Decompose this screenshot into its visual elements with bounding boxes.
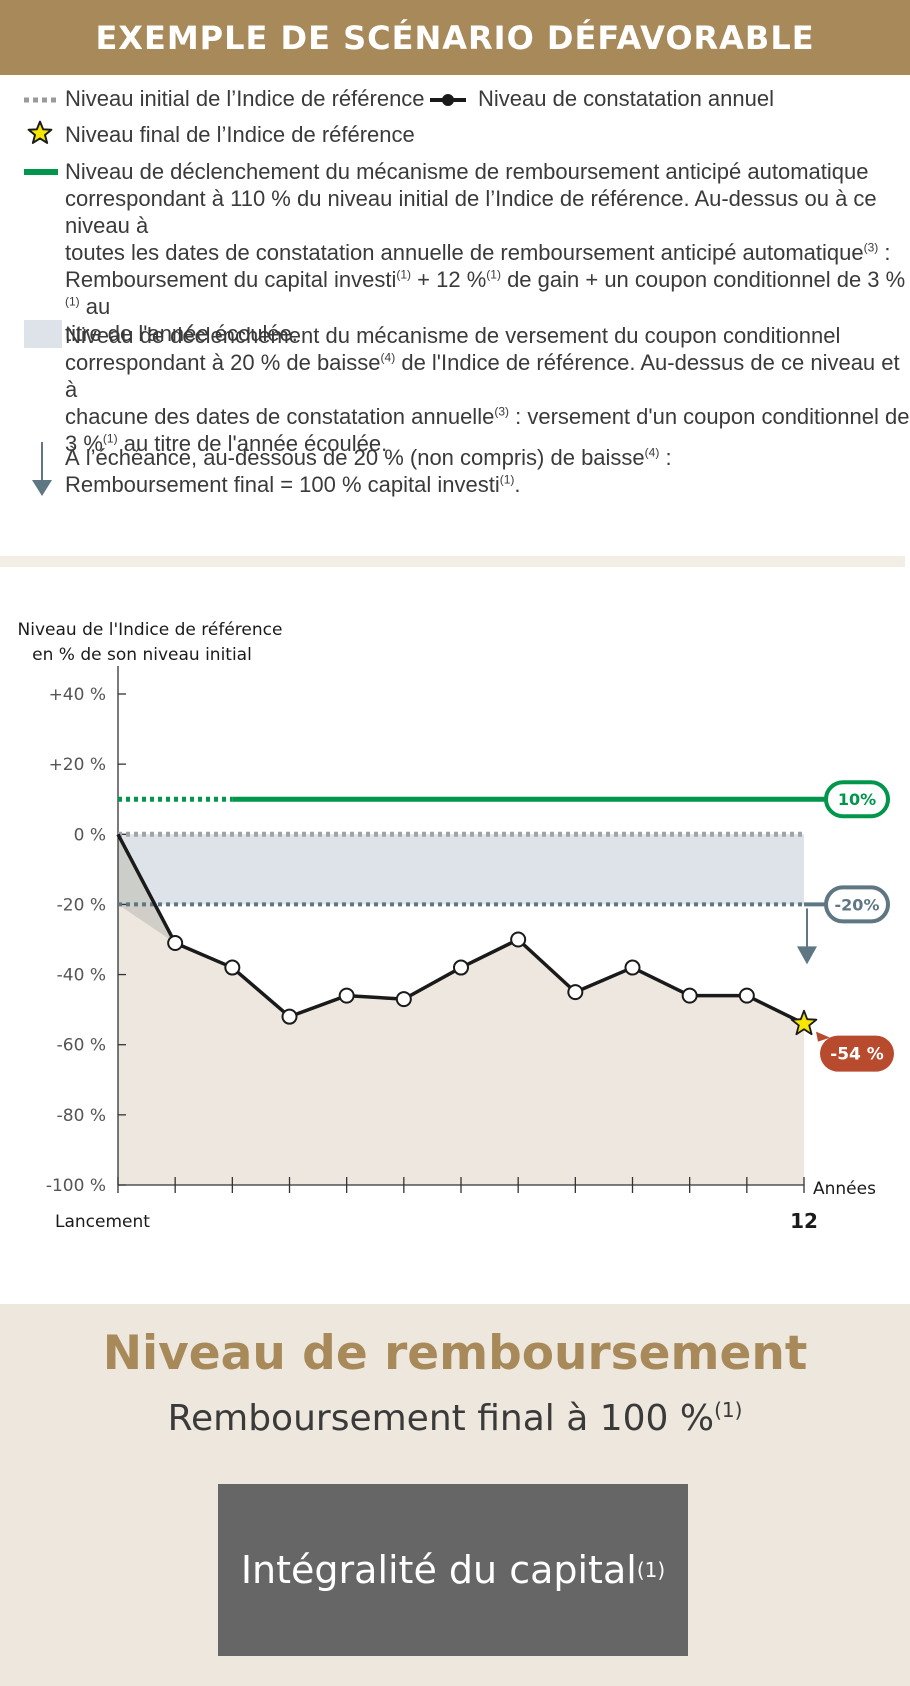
down-arrow-icon	[32, 442, 52, 496]
data-point	[567, 984, 584, 1001]
autocall-line-5: titre de l'année écoulée.	[65, 321, 298, 346]
x-axis-label: Années	[813, 1179, 876, 1199]
autocall-badge-label: 10%	[838, 790, 876, 809]
autocall-line-4: Remboursement du capital investi(1) + 12…	[65, 267, 906, 319]
y-tick-label: 0 %	[74, 825, 106, 845]
autocall-line-1: Niveau de déclenchement du mécanisme de …	[65, 159, 869, 184]
barrier-badge	[824, 885, 890, 924]
data-point	[681, 987, 698, 1004]
y-axis-label-line1: Niveau de l'Indice de référence	[18, 620, 283, 640]
y-tick-label: -60 %	[57, 1036, 106, 1056]
star-icon	[27, 120, 53, 144]
y-tick-label: -40 %	[57, 966, 106, 986]
area-under-curve	[118, 834, 804, 1185]
band-swatch-icon	[24, 320, 62, 348]
y-tick-label: -20 %	[57, 895, 106, 915]
coupon-line-1: Niveau de déclenchement du mécanisme de …	[65, 323, 841, 348]
autocall-line-3: toutes les dates de constatation annuell…	[65, 240, 891, 265]
repayment-panel: Niveau de remboursement Remboursement fi…	[0, 1304, 910, 1686]
data-point	[738, 987, 755, 1004]
coupon-line-4: 3 %(1) au titre de l'année écoulée.	[65, 431, 388, 456]
autocall-line-2: correspondant à 110 % du niveau initial …	[65, 186, 877, 238]
y-tick-label: -100 %	[46, 1176, 106, 1196]
maturity-line-1: À l’échéance, au-dessous de 20 % (non co…	[65, 445, 672, 470]
legend-initial-level: Niveau initial de l’Indice de référence	[65, 86, 425, 111]
data-point	[510, 931, 527, 948]
data-point	[281, 1008, 298, 1025]
final-star	[790, 1009, 818, 1036]
section-divider	[0, 556, 905, 567]
maturity-line-2: Remboursement final = 100 % capital inve…	[65, 472, 521, 497]
data-point	[338, 987, 355, 1004]
chart: Niveau de l'Indice de référence en % de s…	[0, 600, 910, 1260]
final-badge	[820, 1035, 894, 1072]
barrier-badge-label: -20%	[835, 895, 880, 914]
legend-maturity: À l’échéance, au-dessous de 20 % (non co…	[65, 444, 672, 498]
data-point	[167, 935, 184, 952]
marker-line-icon	[430, 94, 466, 106]
maturity-arrow-head	[797, 946, 817, 965]
legend-autocall: Niveau de déclenchement du mécanisme de …	[65, 158, 910, 347]
legend-final-level: Niveau final de l’Indice de référence	[65, 122, 415, 147]
y-axis-label-line2: en % de son niveau initial	[32, 645, 252, 665]
data-point	[395, 991, 412, 1008]
repayment-title: Niveau de remboursement	[102, 1326, 808, 1381]
data-point	[624, 959, 641, 976]
repayment-subtitle: Remboursement final à 100 %(1)	[167, 1398, 743, 1439]
coupon-band	[118, 834, 804, 905]
scenario-title: EXEMPLE DE SCÉNARIO DÉFAVORABLE	[95, 18, 815, 57]
data-point	[453, 959, 469, 976]
scenario-header: EXEMPLE DE SCÉNARIO DÉFAVORABLE	[0, 0, 910, 75]
legend-observation-level: Niveau de constatation annuel	[478, 86, 774, 111]
y-tick-label: +20 %	[49, 755, 106, 775]
legend-coupon: Niveau de déclenchement du mécanisme de …	[65, 322, 910, 457]
coupon-line-3: chacune des dates de constatation annuel…	[65, 404, 910, 429]
autocall-badge	[824, 780, 890, 819]
coupon-line-2: correspondant à 20 % de baisse(4) de l'I…	[65, 350, 900, 402]
final-badge-pointer	[816, 1031, 830, 1042]
green-line-icon	[24, 169, 58, 175]
chart-svg: Niveau de l'Indice de référence en % de s…	[18, 620, 894, 1233]
final-badge-label: -54 %	[830, 1045, 884, 1065]
data-point	[224, 959, 241, 976]
x-start-label: Lancement	[55, 1212, 150, 1232]
x-end-label: 12	[790, 1209, 818, 1233]
capital-box: Intégralité du capital (1)	[218, 1484, 688, 1656]
dotted-line-icon	[24, 97, 58, 103]
y-tick-label: -80 %	[57, 1106, 106, 1126]
y-tick-label: +40 %	[49, 685, 106, 705]
